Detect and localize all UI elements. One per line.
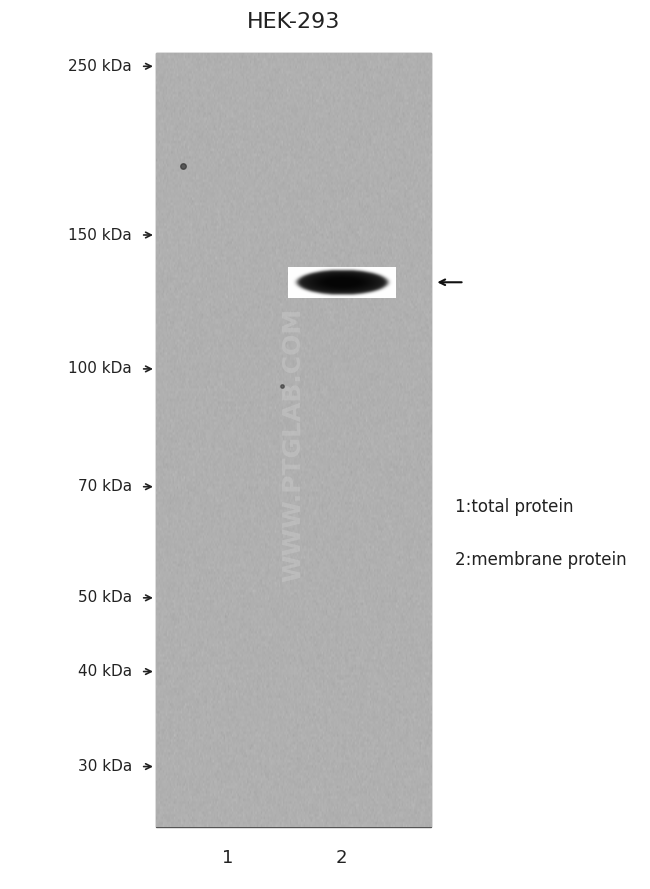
Text: WWW.PTGLAB.COM: WWW.PTGLAB.COM: [281, 308, 306, 581]
Text: 40 kDa: 40 kDa: [78, 664, 132, 679]
Bar: [156, 53, 432, 827]
Text: 250 kDa: 250 kDa: [68, 59, 132, 74]
Text: 1:total protein: 1:total protein: [456, 498, 574, 516]
Text: 2:membrane protein: 2:membrane protein: [456, 551, 627, 569]
Text: 150 kDa: 150 kDa: [68, 228, 132, 243]
Text: 2: 2: [336, 849, 347, 867]
Text: 50 kDa: 50 kDa: [78, 590, 132, 605]
Text: 70 kDa: 70 kDa: [78, 479, 132, 494]
Text: 30 kDa: 30 kDa: [77, 759, 132, 774]
Text: HEK-293: HEK-293: [247, 12, 341, 32]
Text: 1: 1: [222, 849, 233, 867]
Text: 100 kDa: 100 kDa: [68, 362, 132, 376]
